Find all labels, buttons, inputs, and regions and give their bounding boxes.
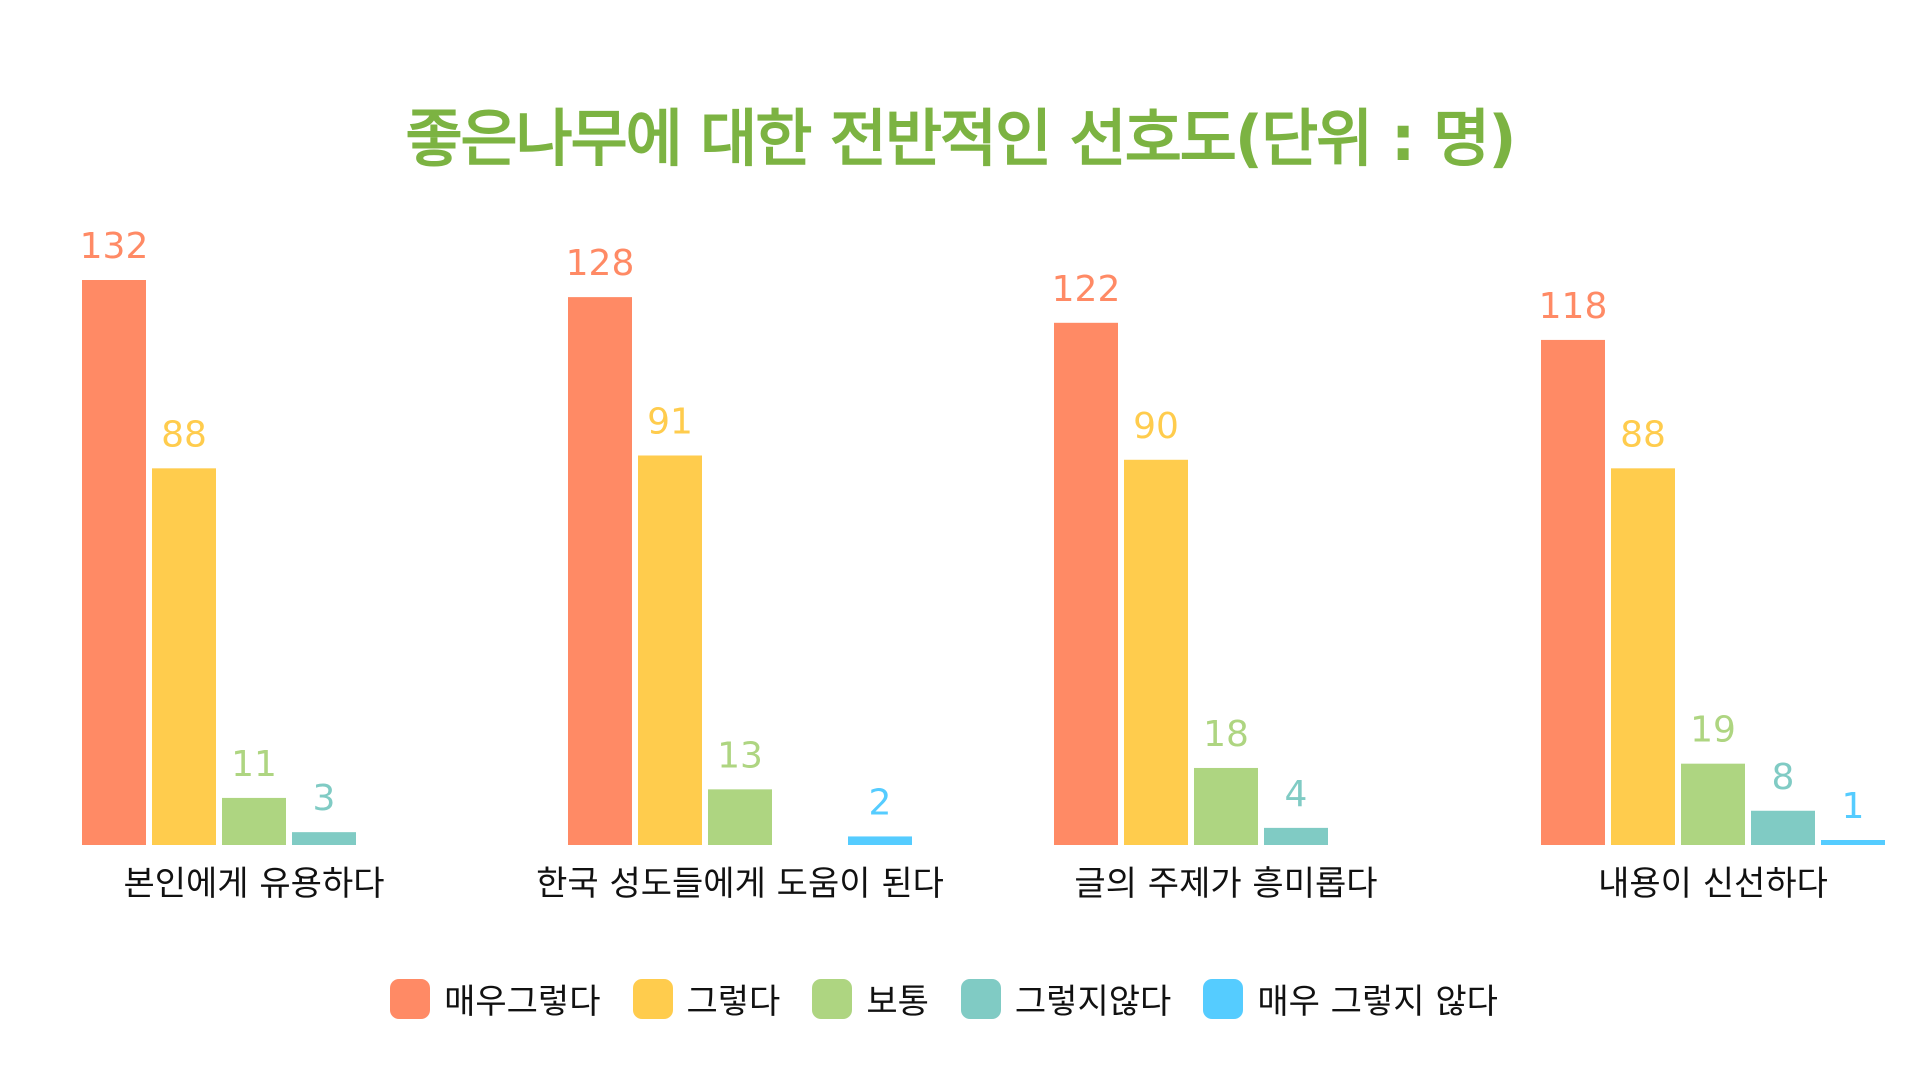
bar [1194, 767, 1258, 845]
data-label: 19 [1690, 710, 1736, 751]
bar [1541, 339, 1605, 845]
bar [1681, 763, 1745, 845]
legend-item: 매우그렇다 [390, 974, 601, 1023]
bar [1124, 459, 1188, 845]
legend-label: 그렇다 [686, 982, 781, 1022]
legend-item: 보통 [812, 974, 929, 1023]
data-label: 91 [647, 401, 693, 442]
data-label: 4 [1285, 774, 1308, 815]
bar [82, 280, 146, 845]
legend-swatch [632, 978, 673, 1019]
data-label: 3 [313, 778, 336, 819]
data-label: 88 [161, 414, 207, 455]
legend-label: 매우그렇다 [444, 982, 601, 1022]
bar [292, 832, 356, 845]
legend-swatch [960, 978, 1001, 1019]
legend-item: 그렇지않다 [960, 974, 1172, 1023]
category-label: 본인에게 유용하다 [123, 864, 384, 904]
data-label: 11 [231, 744, 277, 785]
legend-swatch [1203, 978, 1244, 1019]
bar [1264, 827, 1328, 845]
data-label: 2 [869, 782, 892, 823]
legend-label: 그렇지않다 [1014, 982, 1172, 1022]
bar [568, 297, 632, 845]
legend-swatch [812, 978, 853, 1019]
data-label: 118 [1539, 286, 1608, 327]
data-label: 18 [1203, 714, 1249, 755]
legend-label: 매우 그렇지 않다 [1257, 982, 1498, 1022]
data-label: 88 [1620, 414, 1666, 455]
category-label: 글의 주제가 흥미롭다 [1074, 864, 1377, 904]
bar [1611, 468, 1675, 845]
data-label: 90 [1133, 406, 1179, 447]
category-label: 한국 성도들에게 도움이 된다 [536, 864, 944, 904]
bar [848, 836, 912, 845]
bar [222, 797, 286, 845]
data-label: 1 [1842, 786, 1865, 827]
category-label: 내용이 신선하다 [1598, 864, 1828, 904]
legend-label: 보통 [866, 982, 929, 1022]
bar [1821, 840, 1885, 845]
legend-item: 그렇다 [632, 974, 781, 1023]
data-label: 128 [566, 243, 635, 284]
bar [1751, 810, 1815, 845]
bar [638, 455, 702, 845]
legend-item: 매우 그렇지 않다 [1203, 974, 1498, 1023]
bar [1054, 322, 1118, 845]
bar [152, 468, 216, 845]
legend-swatch [390, 978, 431, 1019]
chart-title: 좋은나무에 대한 전반적인 선호도(단위 : 명) [405, 102, 1516, 175]
data-label: 8 [1772, 757, 1795, 798]
data-label: 132 [80, 226, 149, 267]
data-label: 122 [1052, 269, 1121, 310]
legend: 매우그렇다 그렇다 보통 그렇지않다 매우 그렇지 않다 [0, 974, 1920, 1023]
data-label: 13 [717, 735, 763, 776]
bar [708, 789, 772, 845]
